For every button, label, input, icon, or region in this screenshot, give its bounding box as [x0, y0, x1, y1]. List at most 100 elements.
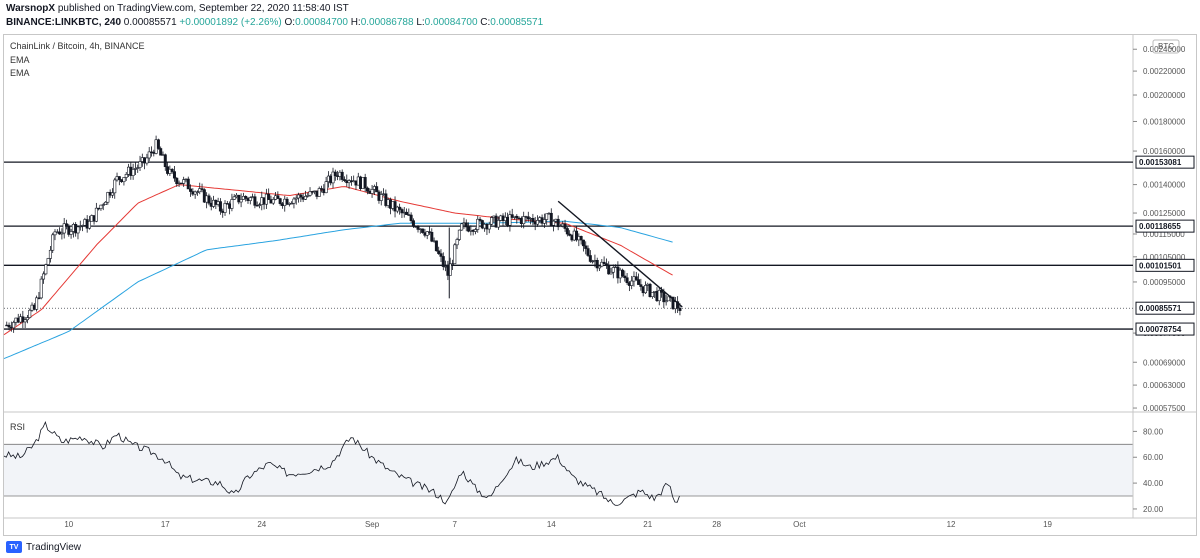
candle-down	[37, 297, 41, 299]
candle-down	[623, 275, 627, 279]
ohlc-h-label: H:	[350, 17, 361, 28]
ohlc-l: 0.00084700	[424, 17, 478, 28]
candle-up	[25, 317, 29, 321]
candle-up	[306, 195, 310, 197]
candle-down	[526, 216, 530, 220]
candle-up	[552, 220, 556, 226]
candle-up	[124, 174, 128, 178]
candle-up	[99, 204, 103, 209]
candle-up	[650, 292, 654, 297]
time-tick-label: 7	[453, 520, 458, 529]
last-price-box	[1135, 301, 1195, 315]
candle-down	[549, 212, 553, 226]
candle-down	[595, 260, 599, 269]
candle-down	[299, 194, 303, 198]
ema-legend-2[interactable]: EMA	[10, 68, 30, 78]
candle-up	[42, 273, 46, 280]
candle-up	[198, 188, 202, 193]
candle-up	[39, 278, 43, 299]
candle-down	[434, 240, 438, 252]
candle-down	[64, 223, 68, 227]
candle-down	[556, 218, 560, 228]
level-price-box	[1135, 258, 1195, 272]
candle-down	[156, 139, 160, 149]
candle-down	[586, 248, 590, 256]
chart-title: ChainLink / Bitcoin, 4h, BINANCE	[10, 41, 145, 51]
time-tick-label: 19	[1043, 520, 1052, 529]
price-tick-label: 0.00063000	[1143, 381, 1186, 390]
candle-layer	[5, 135, 682, 333]
currency-unit-label: BTC	[1158, 42, 1174, 51]
candle-down	[7, 324, 11, 328]
candle-up	[133, 168, 137, 170]
candle-up	[53, 231, 57, 236]
candle-down	[278, 198, 282, 204]
published-text: published on TradingView.com, September …	[55, 3, 349, 14]
candle-up	[28, 309, 32, 318]
candle-up	[490, 217, 494, 225]
symbol-label: BINANCE:LINKBTC, 240	[6, 17, 122, 28]
level-price-box	[1135, 219, 1195, 233]
candle-up	[591, 260, 595, 263]
ema-legend-1[interactable]: EMA	[10, 55, 30, 65]
candle-up	[522, 216, 526, 225]
candle-up	[630, 280, 634, 286]
candle-up	[69, 231, 73, 235]
tradingview-footer[interactable]: TV TradingView	[6, 539, 81, 555]
publisher-name[interactable]: WarsnopX	[6, 3, 56, 14]
candle-down	[186, 178, 190, 190]
level-price-label: 0.00153081	[1139, 158, 1182, 167]
time-tick-label: 28	[712, 520, 721, 529]
candle-down	[363, 177, 367, 189]
descending-trendline	[557, 200, 683, 308]
level-price-label: 0.00101501	[1139, 261, 1182, 270]
candle-up	[542, 219, 546, 224]
price-tick-label: 0.00115000	[1143, 230, 1185, 239]
candle-down	[602, 261, 606, 264]
candle-up	[331, 171, 335, 184]
candle-down	[639, 284, 643, 287]
candle-down	[648, 283, 652, 297]
last-price-label: 0.00085571	[1139, 304, 1182, 313]
candle-up	[35, 297, 39, 310]
price-label-layer: 0.00153081 0.00118655 0.00101501 0.00078754…	[1135, 155, 1195, 336]
candle-up	[666, 296, 670, 302]
level-price-box	[1135, 322, 1195, 336]
candle-up	[643, 285, 647, 294]
price-tick-label: 0.00125000	[1143, 209, 1186, 218]
candle-down	[67, 225, 71, 235]
candle-down	[253, 196, 257, 206]
candle-down	[662, 292, 666, 303]
candle-down	[515, 215, 519, 219]
price-tick-label: 0.00069000	[1143, 358, 1186, 367]
candle-down	[237, 194, 241, 203]
candle-up	[292, 198, 296, 204]
candle-down	[565, 228, 569, 235]
candle-up	[51, 234, 55, 251]
candle-up	[453, 244, 457, 265]
candle-up	[450, 263, 454, 265]
candle-down	[398, 206, 402, 210]
rsi-band-fill	[4, 444, 1133, 497]
currency-unit-box	[1152, 39, 1180, 54]
candle-up	[94, 207, 98, 222]
candle-up	[609, 271, 613, 275]
rsi-legend[interactable]: RSI	[10, 422, 26, 432]
price-tick-label: 0.00180000	[1143, 117, 1186, 126]
time-tick-label: Oct	[793, 520, 806, 529]
candle-up	[460, 223, 464, 231]
candle-up	[48, 249, 52, 259]
time-tick-label: 12	[947, 520, 956, 529]
candle-down	[400, 209, 404, 214]
candle-up	[324, 181, 328, 194]
time-tick-label: 10	[64, 520, 73, 529]
candle-down	[575, 230, 579, 241]
candle-up	[294, 197, 298, 200]
last-price: 0.00085571	[123, 17, 177, 28]
price-tick-label: 0.00057500	[1143, 404, 1186, 413]
candle-up	[113, 179, 117, 194]
level-price-label: 0.00078754	[1139, 325, 1182, 334]
candle-down	[416, 226, 420, 230]
candle-down	[409, 214, 413, 221]
